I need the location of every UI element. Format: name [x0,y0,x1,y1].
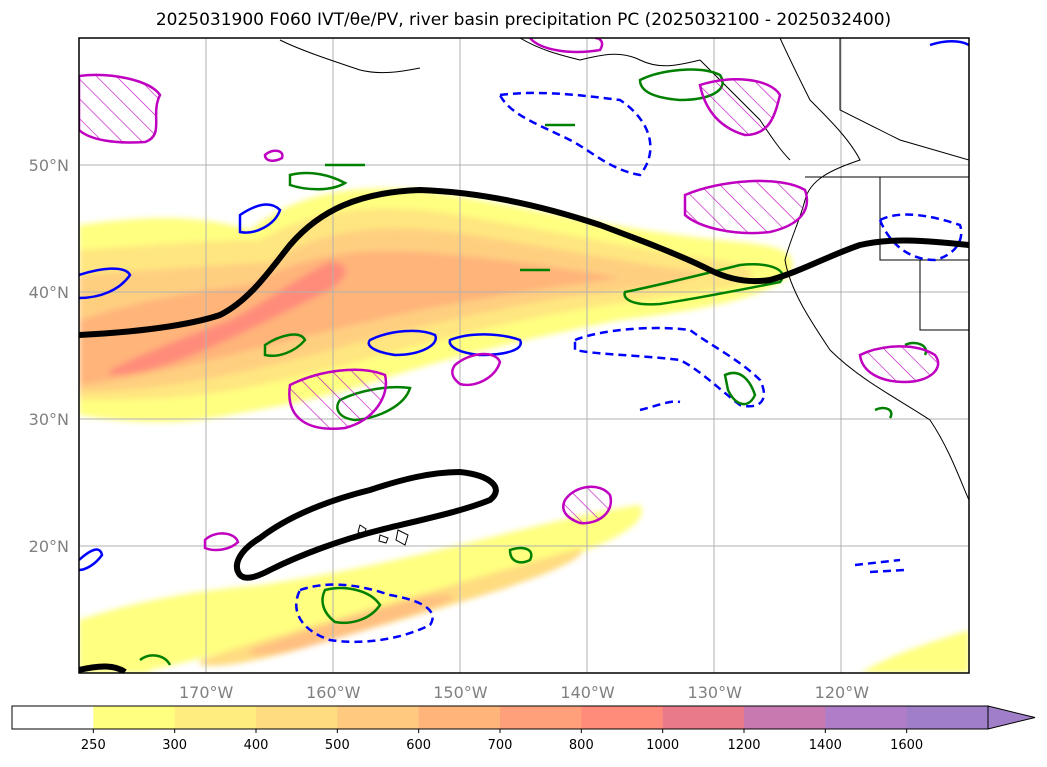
pv-pos-coast [623,263,784,306]
precip-pc-bc [698,78,782,137]
colorbar-segment [906,706,989,729]
pv-neg-east-pacific [573,326,766,408]
pv-pos-west [263,333,307,357]
pv-blue-2 [448,333,522,357]
pv-blue-1 [367,329,437,357]
pv-pos-small [508,546,533,564]
pv-pos-sub [321,586,382,624]
lon-tick-label: 130°W [688,683,743,702]
ivt-coastal [860,630,969,673]
colorbar-segment [337,706,420,729]
lat-tick-labels: 20°N 30°N 40°N 50°N [29,156,69,556]
pv-neg-inland [878,213,963,262]
ivt-800-1000 [110,262,346,375]
pv-blue-4 [238,203,282,234]
pv-pos-se [874,406,893,419]
west-coast [779,38,969,501]
pv-blue-6 [929,40,969,47]
pv-blue-solid-contours [79,40,969,572]
lon-tick-label: 150°W [433,683,488,702]
pv-pos-north [288,171,348,191]
colorbar-segment [744,706,826,729]
precip-pc-socal [858,345,940,384]
lon-tick-label: 160°W [306,683,361,702]
pv-negative-contours [295,91,963,644]
lat-tick-label: 30°N [29,410,69,429]
precip-pc-central [288,368,388,430]
colorbar-tick-label: 500 [325,738,350,753]
aleutian-coast [279,39,421,74]
colorbar-segment [581,706,664,729]
ivt-subtropical-250 [79,505,642,673]
colorbar-segment [256,706,338,729]
precip-pc-small [451,352,502,387]
colorbar-tick-label: 800 [569,738,594,753]
precip-pc-regions [79,38,940,552]
lon-tick-label: 140°W [560,683,615,702]
lon-tick-label: 120°W [815,683,870,702]
ivt-500-700 [80,250,620,385]
colorbar-tick-label: 1400 [809,738,842,753]
pv-neg-subtropical [295,583,434,644]
precip-pc-west [203,532,240,552]
colorbar-tick-label: 400 [244,738,269,753]
colorbar-tick-label: 1600 [890,738,923,753]
lon-tick-label: 170°W [179,683,234,702]
alaska-coast [519,38,701,67]
theta-e-north [79,187,969,338]
lat-tick-label: 40°N [29,283,69,302]
state-border-2 [919,260,969,331]
colorbar: 250 300 400 500 600 700 800 1000 1200 1400 1600 [11,705,1036,753]
map-title: 2025031900 F060 IVT/θe/PV, river basin p… [155,10,892,30]
colorbar-segment [12,706,94,729]
colorbar-segment [500,706,582,729]
colorbar-tick-label: 250 [81,738,106,753]
colorbar-segment [662,706,745,729]
pv-pos-sw [139,654,172,666]
pv-neg-se [854,558,906,574]
theta-e-contours [79,187,969,673]
pv-pos-fragments [325,123,575,272]
colorbar-tick-label: 300 [162,738,187,753]
state-border-3 [839,38,969,161]
theta-e-sw [79,663,127,673]
lat-tick-label: 20°N [29,537,69,556]
colorbar-tick-label: 1200 [727,738,760,753]
colorbar-tick-label: 600 [406,738,431,753]
ivt-subtropical-500 [250,594,455,656]
pv-pos-east [723,371,757,406]
lon-tick-labels: 170°W 160°W 150°W 140°W 130°W 120°W [179,683,869,702]
pv-neg-gulf [498,91,652,177]
ivt-field [79,188,969,673]
theta-e-closed [233,469,499,581]
precip-pc-sub [562,485,613,525]
colorbar-tick-label: 1000 [646,738,679,753]
map-frame [78,37,970,674]
coastlines [279,38,969,546]
pv-neg-fragment [639,400,681,412]
colorbar-segment [418,706,501,729]
precip-pc-pnw [683,179,809,235]
pv-blue-3 [79,267,132,300]
gridlines [79,38,969,673]
precip-pc-nw [79,73,162,144]
colorbar-segment [93,706,176,729]
lat-tick-label: 50°N [29,156,69,175]
ivt-sw-corner [79,630,150,673]
precip-pc-north [529,38,604,54]
precip-pc-tiny [263,149,284,162]
colorbar-segment [174,706,257,729]
colorbar-extend-arrow [987,705,1036,730]
colorbar-tick-label: 700 [488,738,513,753]
state-border-1 [879,177,969,261]
pv-blue-5 [79,548,104,572]
colorbar-segment [825,706,908,729]
